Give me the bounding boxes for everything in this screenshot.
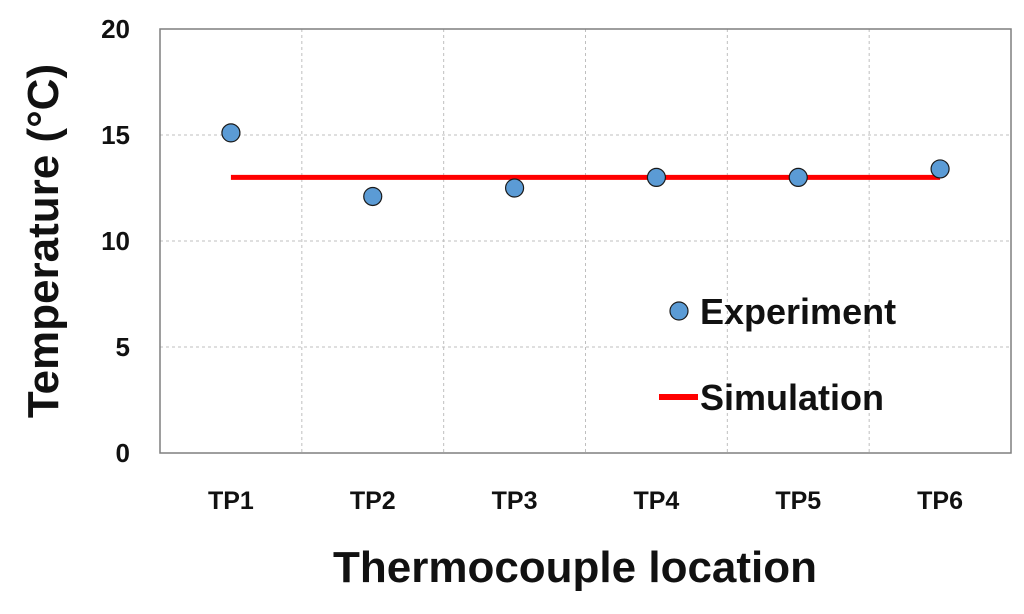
x-tick-label: TP5 <box>775 487 821 515</box>
experiment-point <box>221 123 241 143</box>
x-tick-label: TP4 <box>633 487 679 515</box>
experiment-point <box>646 167 667 187</box>
legend: Experiment Simulation <box>659 291 896 418</box>
series <box>221 123 950 207</box>
x-tick-label: TP2 <box>350 487 396 515</box>
grid <box>160 29 1011 453</box>
legend-experiment-label: Experiment <box>700 291 896 332</box>
legend-simulation-label: Simulation <box>700 377 884 418</box>
legend-experiment-marker <box>669 301 689 321</box>
y-axis-ticks: 0 5 10 15 20 <box>101 14 130 468</box>
x-tick-label: TP1 <box>208 487 254 515</box>
y-tick-label: 15 <box>101 120 130 150</box>
experiment-point <box>363 186 383 207</box>
x-tick-label: TP3 <box>492 487 538 515</box>
y-tick-label: 10 <box>101 226 130 256</box>
y-tick-label: 0 <box>116 438 130 468</box>
x-tick-label: TP6 <box>917 487 963 515</box>
y-tick-label: 5 <box>116 332 130 362</box>
y-tick-label: 20 <box>101 14 130 44</box>
plot-area <box>159 28 1012 454</box>
experiment-point <box>788 167 808 187</box>
experiment-point <box>504 178 525 198</box>
x-axis-title: Thermocouple location <box>333 543 817 592</box>
y-axis-title: Temperature (°C) <box>19 64 68 418</box>
experiment-point <box>930 159 950 179</box>
x-axis-ticks: TP1 TP2 TP3 TP4 TP5 TP6 <box>208 487 963 515</box>
